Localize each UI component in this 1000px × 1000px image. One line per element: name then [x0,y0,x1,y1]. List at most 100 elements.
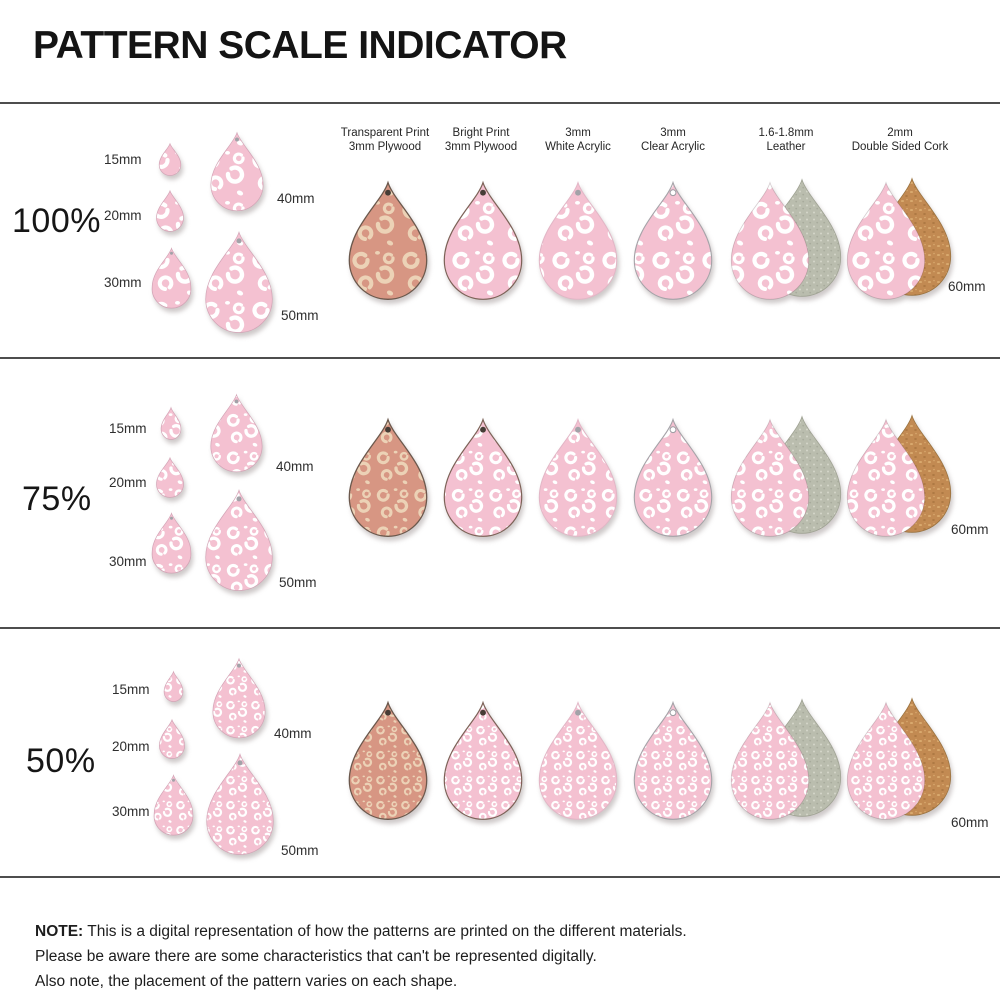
scale-label-50pct: 50% [26,742,96,780]
teardrop-100pct-transparent-plywood-shape [348,180,428,300]
teardrop-50pct-15mm-shape [163,670,184,702]
size-label-60mm-row2: 60mm [951,522,989,537]
teardrop-50pct-20mm-shape [159,718,185,759]
teardrop-50pct-cork-pair-front [846,701,926,820]
teardrop-75pct-15mm-shape [160,406,182,440]
column-header-white-acrylic: 3mm White Acrylic [545,127,611,154]
divider-row1-row2 [0,357,1000,359]
teardrop-50pct-20mm [159,718,185,759]
teardrop-50pct-bright-plywood-shape [443,700,523,820]
size-label-50mm-row3: 50mm [281,843,319,858]
teardrop-100pct-20mm [156,189,184,232]
teardrop-50pct-cork-pair [846,697,952,820]
teardrop-50pct-40mm-shape [212,657,266,739]
teardrop-100pct-clear-acrylic-shape [633,180,713,300]
teardrop-100pct-white-acrylic-shape [538,180,618,300]
teardrop-75pct-40mm [210,393,263,473]
teardrop-50pct-50mm-shape [206,753,274,855]
teardrop-75pct-transparent-plywood [348,417,428,537]
teardrop-75pct-50mm [205,489,273,591]
page-title: PATTERN SCALE INDICATOR [33,24,567,67]
note-line3: Also note, the placement of the pattern … [35,972,458,990]
teardrop-100pct-50mm [205,231,273,333]
teardrop-100pct-bright-plywood [443,180,523,300]
teardrop-75pct-bright-plywood [443,417,523,537]
teardrop-75pct-40mm-shape [210,393,263,473]
teardrop-75pct-15mm [160,406,182,440]
teardrop-50pct-clear-acrylic-shape [633,700,713,820]
note-text: NOTE: This is a digital representation o… [35,919,785,994]
teardrop-100pct-30mm-shape [151,247,192,309]
teardrop-50pct-white-acrylic-shape [538,700,618,820]
scale-label-100pct: 100% [12,202,101,240]
teardrop-75pct-50mm-shape [205,489,273,591]
teardrop-100pct-cork-pair-front [846,181,926,300]
size-label-15mm-row3: 15mm [112,682,150,697]
teardrop-50pct-15mm [163,670,184,702]
teardrop-75pct-leather-pair [730,415,842,537]
scale-label-75pct: 75% [22,480,92,518]
teardrop-75pct-bright-plywood-shape [443,417,523,537]
teardrop-75pct-30mm-shape [151,512,192,574]
teardrop-100pct-40mm-shape [210,131,264,212]
teardrop-50pct-transparent-plywood-shape [348,700,428,820]
size-label-30mm-row1: 30mm [104,275,142,290]
size-label-50mm-row2: 50mm [279,575,317,590]
column-header-bright-plywood: Bright Print 3mm Plywood [444,127,518,154]
teardrop-100pct-cork-pair [846,177,952,300]
teardrop-50pct-transparent-plywood [348,700,428,820]
teardrop-75pct-20mm [156,456,184,498]
teardrop-75pct-transparent-plywood-shape [348,417,428,537]
column-header-cork: 2mm Double Sided Cork [851,127,949,154]
size-label-60mm-row1: 60mm [948,279,986,294]
size-label-40mm-row1: 40mm [277,191,315,206]
teardrop-50pct-white-acrylic [538,700,618,820]
teardrop-50pct-bright-plywood [443,700,523,820]
teardrop-75pct-clear-acrylic [633,417,713,537]
size-label-20mm-row3: 20mm [112,739,150,754]
size-label-50mm-row1: 50mm [281,308,319,323]
size-label-30mm-row2: 30mm [109,554,147,569]
note-line2: Please be aware there are some character… [35,947,597,965]
size-label-60mm-row3: 60mm [951,815,989,830]
teardrop-100pct-leather-pair [730,178,842,300]
teardrop-100pct-bright-plywood-shape [443,180,523,300]
divider-bottom [0,876,1000,878]
teardrop-75pct-20mm-shape [156,456,184,498]
column-header-clear-acrylic: 3mm Clear Acrylic [641,127,705,154]
teardrop-100pct-30mm [151,247,192,309]
teardrop-75pct-leather-pair-front [730,418,810,537]
note-line1: This is a digital representation of how … [87,922,687,940]
teardrop-50pct-50mm [206,753,274,855]
teardrop-75pct-cork-pair-front [846,418,926,537]
note-prefix: NOTE: [35,922,84,940]
teardrop-100pct-transparent-plywood [348,180,428,300]
teardrop-50pct-clear-acrylic [633,700,713,820]
teardrop-50pct-leather-pair-front [730,701,810,820]
teardrop-50pct-30mm [153,774,194,836]
teardrop-100pct-50mm-shape [205,231,273,333]
teardrop-75pct-clear-acrylic-shape [633,417,713,537]
size-label-40mm-row2: 40mm [276,459,314,474]
teardrop-100pct-15mm [158,142,182,176]
teardrop-50pct-leather-pair [730,698,842,820]
teardrop-100pct-15mm-shape [158,142,182,176]
teardrop-50pct-40mm [212,657,266,739]
size-label-20mm-row2: 20mm [109,475,147,490]
column-header-transparent-plywood: Transparent Print 3mm Plywood [340,127,430,154]
size-label-40mm-row3: 40mm [274,726,312,741]
teardrop-75pct-30mm [151,512,192,574]
divider-row2-row3 [0,627,1000,629]
teardrop-100pct-leather-pair-front [730,181,810,300]
teardrop-100pct-20mm-shape [156,189,184,232]
size-label-20mm-row1: 20mm [104,208,142,223]
size-label-30mm-row3: 30mm [112,804,150,819]
size-label-15mm-row2: 15mm [109,421,147,436]
size-label-15mm-row1: 15mm [104,152,142,167]
teardrop-100pct-clear-acrylic [633,180,713,300]
teardrop-50pct-30mm-shape [153,774,194,836]
teardrop-100pct-white-acrylic [538,180,618,300]
teardrop-75pct-white-acrylic-shape [538,417,618,537]
divider-top [0,102,1000,104]
